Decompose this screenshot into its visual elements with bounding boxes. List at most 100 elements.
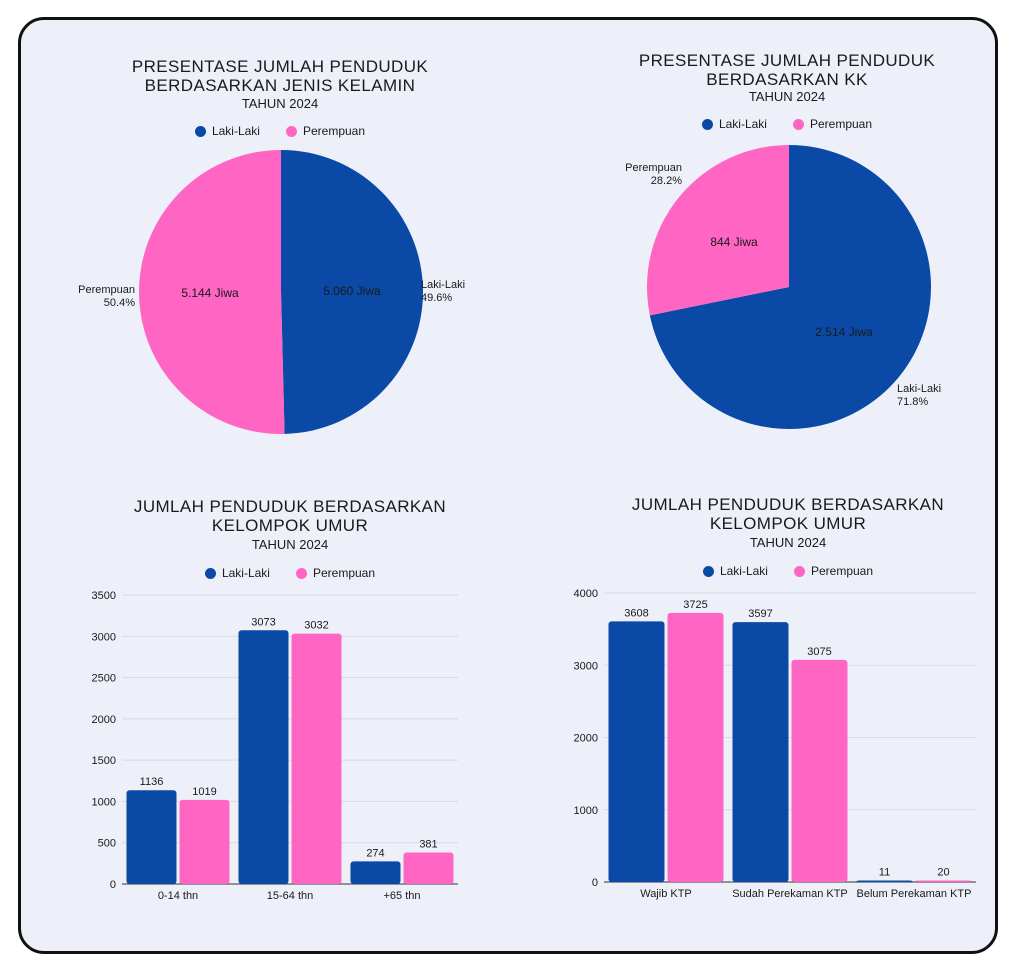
legend-label-laki: Laki-Laki [719,564,768,578]
bar-laki [238,630,289,884]
legend-item-laki: Laki-Laki [701,117,767,131]
legend-item-laki: Laki-Laki [204,566,270,580]
y-tick-label: 500 [98,838,116,850]
chart-legend: Laki-Laki Perempuan [50,124,510,138]
y-tick-label: 2500 [92,673,116,685]
y-tick-label: 0 [592,877,598,889]
bar-laki [350,861,401,884]
bar-value-label: 381 [419,839,437,851]
age-bar-chart: 0 500 1000 1500 2000 2500 3000 3500 1136 1019 0-14… [92,590,458,902]
chart-title: PRESENTASE JUMLAH PENDUDUK BERDASARKAN J… [50,57,510,95]
chart-legend: Laki-Laki Perempuan [60,566,520,580]
y-tick-label: 1000 [574,805,598,817]
x-tick-label: Belum Perekaman KTP [857,888,972,900]
bar-value-label: 3608 [624,607,648,619]
chart-title: JUMLAH PENDUDUK BERDASARKAN KELOMPOK UMU… [558,495,1018,533]
legend-dot-laki [701,118,713,130]
y-tick-label: 0 [110,879,116,891]
bar-laki [856,880,913,882]
bar-value-label: 3597 [748,608,772,620]
chart-title-line2: BERDASARKAN JENIS KELAMIN [144,76,416,95]
ktp-bar-chart: 0 1000 2000 3000 4000 3608 3725 Wajib KTP 3597 30… [574,588,976,900]
chart-subtitle: TAHUN 2024 [241,96,319,111]
slice-pct-label: 49.6% [421,292,452,304]
y-tick-label: 4000 [574,588,598,600]
legend-item-perempuan: Perempuan [285,124,365,138]
x-tick-label: 15-64 thn [267,890,313,902]
pie-slice-laki [281,150,424,434]
kk-pie-panel: PRESENTASE JUMLAH PENDUDUK BERDASARKAN K… [557,49,1017,449]
age-bar-panel: JUMLAH PENDUDUK BERDASARKAN KELOMPOK UMU… [60,497,520,917]
legend-dot-laki [194,125,206,137]
y-tick-label: 1000 [92,796,116,808]
slice-pct-label: 50.4% [104,297,135,309]
slice-pct-label: 71.8% [897,396,928,408]
chart-subtitle: TAHUN 2024 [748,89,826,104]
chart-title-line1: PRESENTASE JUMLAH PENDUDUK [131,57,429,76]
chart-title-line2: KELOMPOK UMUR [211,516,369,535]
slice-pct-label: 28.2% [651,175,682,187]
chart-title-line1: PRESENTASE JUMLAH PENDUDUK [638,51,936,70]
legend-item-perempuan: Perempuan [295,566,376,580]
slice-name-label: Laki-Laki [897,383,941,395]
bar-laki [732,622,789,882]
chart-title-line1: JUMLAH PENDUDUK BERDASARKAN [631,495,945,514]
chart-title: JUMLAH PENDUDUK BERDASARKAN KELOMPOK UMU… [60,497,520,535]
slice-value-label: 2.514 Jiwa [815,325,873,339]
chart-subtitle: TAHUN 2024 [749,535,827,550]
y-tick-label: 3000 [574,660,598,672]
bar-laki [608,621,665,882]
legend-dot-perempuan [295,567,307,579]
bar-perempuan [667,612,724,882]
chart-title: PRESENTASE JUMLAH PENDUDUK BERDASARKAN K… [557,51,1017,89]
bar-value-label: 3725 [683,599,707,611]
x-tick-label: Sudah Perekaman KTP [732,888,848,900]
y-tick-label: 3000 [92,631,116,643]
bar-value-label: 3075 [807,646,831,658]
chart-title-line2: KELOMPOK UMUR [709,514,867,533]
chart-legend: Laki-Laki Perempuan [557,117,1017,131]
slice-name-label: Perempuan [78,284,135,296]
slice-value-label: 5.144 Jiwa [181,286,239,300]
legend-dot-perempuan [285,125,297,137]
legend-dot-perempuan [793,565,805,577]
legend-label-laki: Laki-Laki [718,117,767,131]
slice-value-label: 5.060 Jiwa [323,284,381,298]
legend-item-laki: Laki-Laki [194,124,260,138]
bar-value-label: 3073 [251,616,275,628]
pie-slice-perempuan [647,145,789,316]
legend-label-laki: Laki-Laki [221,566,270,580]
legend-label-laki: Laki-Laki [211,124,260,138]
slice-value-label: 844 Jiwa [710,235,758,249]
chart-legend: Laki-Laki Perempuan [558,564,1018,578]
chart-title-line1: JUMLAH PENDUDUK BERDASARKAN [133,497,447,516]
bar-value-label: 11 [879,867,890,879]
legend-dot-laki [204,567,216,579]
bar-laki [126,790,177,884]
bar-value-label: 3032 [304,620,328,632]
bar-value-label: 274 [366,847,384,859]
x-tick-label: Wajib KTP [640,888,692,900]
pie-slice-laki [649,145,931,429]
slice-name-label: Perempuan [625,162,682,174]
chart-subtitle: TAHUN 2024 [251,537,329,552]
y-tick-label: 1500 [92,755,116,767]
bar-value-label: 1019 [192,786,216,798]
bar-value-label: 1136 [140,776,164,788]
bar-perempuan [403,852,454,884]
gender-pie-panel: PRESENTASE JUMLAH PENDUDUK BERDASARKAN J… [50,55,510,455]
legend-item-laki: Laki-Laki [702,564,768,578]
legend-dot-laki [702,565,714,577]
bar-perempuan [291,633,342,884]
x-tick-label: 0-14 thn [158,890,198,902]
y-tick-label: 2000 [574,733,598,745]
y-tick-label: 2000 [92,714,116,726]
legend-item-perempuan: Perempuan [792,117,872,131]
ktp-bar-panel: JUMLAH PENDUDUK BERDASARKAN KELOMPOK UMU… [558,495,1018,915]
legend-dot-perempuan [792,118,804,130]
chart-title-line2: BERDASARKAN KK [706,70,868,89]
bar-value-label: 20 [937,867,949,879]
legend-label-perempuan: Perempuan [312,566,376,580]
